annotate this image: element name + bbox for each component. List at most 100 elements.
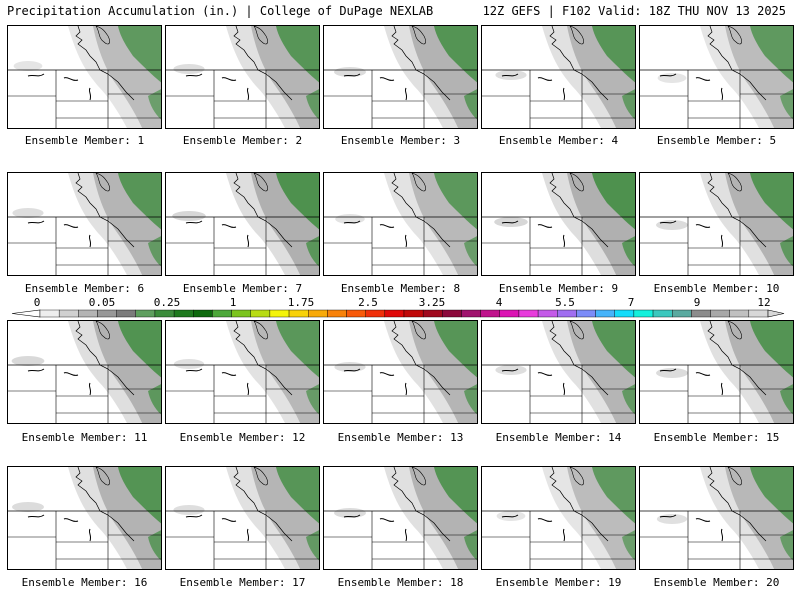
colorbar-tick-label: 0 bbox=[33, 296, 41, 309]
ensemble-member-label: Ensemble Member: 6 bbox=[24, 282, 145, 295]
precip-patch bbox=[656, 220, 688, 230]
state-boundaries bbox=[640, 365, 793, 423]
island-outline bbox=[95, 173, 110, 192]
precip-green-lower bbox=[780, 236, 793, 267]
colorbar-tick-label: 1 bbox=[229, 296, 237, 309]
ensemble-member-label: Ensemble Member: 17 bbox=[179, 576, 306, 589]
river-outline bbox=[404, 87, 408, 101]
island-outline bbox=[727, 467, 742, 486]
colorbar-swatch bbox=[39, 309, 60, 318]
state-boundaries bbox=[482, 70, 635, 128]
precip-green-shade bbox=[118, 173, 161, 230]
river-outline bbox=[246, 87, 250, 101]
coastline bbox=[707, 173, 767, 248]
ensemble-member-label: Ensemble Member: 12 bbox=[179, 431, 306, 444]
state-boundaries bbox=[166, 217, 319, 275]
island-outline bbox=[253, 173, 268, 192]
precip-green-shade bbox=[592, 467, 635, 524]
ensemble-member-label: Ensemble Member: 4 bbox=[498, 134, 619, 147]
precip-green-lower bbox=[622, 384, 635, 415]
lake-outline bbox=[63, 224, 79, 228]
colorbar-swatch bbox=[518, 309, 539, 318]
lake-outline bbox=[27, 220, 45, 224]
ensemble-map-panel bbox=[7, 172, 162, 276]
island-outline bbox=[569, 321, 584, 340]
coastline bbox=[75, 321, 135, 396]
river-outline bbox=[720, 234, 724, 248]
lake-outline bbox=[379, 77, 395, 81]
precip-patch bbox=[173, 505, 205, 515]
precip-patch bbox=[657, 73, 687, 83]
island-outline bbox=[727, 26, 742, 45]
island-outline bbox=[411, 467, 426, 486]
river-outline bbox=[562, 528, 566, 542]
precip-green-shade bbox=[434, 173, 477, 230]
precip-green-lower bbox=[148, 384, 161, 415]
precip-green-lower bbox=[622, 236, 635, 267]
coastline bbox=[707, 26, 767, 101]
coastline bbox=[391, 321, 451, 396]
lake-outline bbox=[659, 514, 677, 518]
lake-outline bbox=[659, 220, 677, 224]
lake-outline bbox=[185, 73, 203, 77]
coastline bbox=[75, 173, 135, 248]
colorbar-swatch bbox=[691, 309, 711, 318]
river-outline bbox=[246, 528, 250, 542]
lake-outline bbox=[501, 514, 519, 518]
river-outline bbox=[720, 382, 724, 396]
colorbar-swatch bbox=[537, 309, 558, 318]
precip-patch bbox=[173, 359, 205, 369]
ensemble-map-panel bbox=[7, 25, 162, 129]
lake-outline bbox=[537, 77, 553, 81]
island-outline bbox=[727, 321, 742, 340]
colorbar-swatch bbox=[652, 309, 673, 318]
lake-outline bbox=[537, 224, 553, 228]
precip-green-shade bbox=[118, 467, 161, 524]
precip-patch bbox=[12, 208, 44, 218]
precip-patch bbox=[494, 217, 528, 227]
state-boundaries bbox=[482, 217, 635, 275]
river-outline bbox=[246, 382, 250, 396]
colorbar-swatch bbox=[403, 309, 424, 318]
ensemble-map-panel bbox=[7, 320, 162, 424]
ensemble-member-label: Ensemble Member: 15 bbox=[653, 431, 780, 444]
colorbar-tick-label: 12 bbox=[757, 296, 771, 309]
precip-patch bbox=[656, 514, 688, 524]
island-outline bbox=[569, 467, 584, 486]
ensemble-member-label: Ensemble Member: 19 bbox=[495, 576, 622, 589]
coastline bbox=[707, 467, 767, 542]
colorbar-tick-label: 3.25 bbox=[418, 296, 446, 309]
colorbar-swatch bbox=[346, 309, 366, 318]
ensemble-map-panel bbox=[165, 320, 320, 424]
precip-green-lower bbox=[464, 530, 477, 561]
island-outline bbox=[95, 26, 110, 45]
lake-outline bbox=[221, 224, 237, 228]
coastline bbox=[233, 467, 293, 542]
ensemble-map-panel bbox=[639, 466, 794, 570]
colorbar-swatch bbox=[212, 309, 232, 318]
ensemble-map-panel bbox=[165, 466, 320, 570]
colorbar-swatch bbox=[422, 309, 443, 318]
lake-outline bbox=[343, 368, 361, 372]
colorbar-swatch bbox=[327, 309, 347, 318]
precip-patch bbox=[495, 365, 527, 375]
coastline bbox=[391, 467, 451, 542]
coastline bbox=[75, 26, 135, 101]
island-outline bbox=[727, 173, 742, 192]
lake-outline bbox=[501, 220, 519, 224]
precip-green-lower bbox=[148, 89, 161, 120]
island-outline bbox=[95, 467, 110, 486]
coastline bbox=[549, 173, 609, 248]
precip-green-lower bbox=[780, 384, 793, 415]
colorbar-swatch bbox=[58, 309, 79, 318]
precip-green-shade bbox=[434, 467, 477, 524]
ensemble-map-panel bbox=[165, 25, 320, 129]
river-outline bbox=[88, 87, 92, 101]
state-boundaries bbox=[482, 511, 635, 569]
precip-green-shade bbox=[276, 467, 319, 524]
lake-outline bbox=[537, 372, 553, 376]
coastline bbox=[75, 467, 135, 542]
colorbar-tick-label: 0.25 bbox=[153, 296, 181, 309]
precip-green-lower bbox=[306, 236, 319, 267]
run-valid-time: 12Z GEFS | F102 Valid: 18Z THU NOV 13 20… bbox=[482, 4, 786, 18]
